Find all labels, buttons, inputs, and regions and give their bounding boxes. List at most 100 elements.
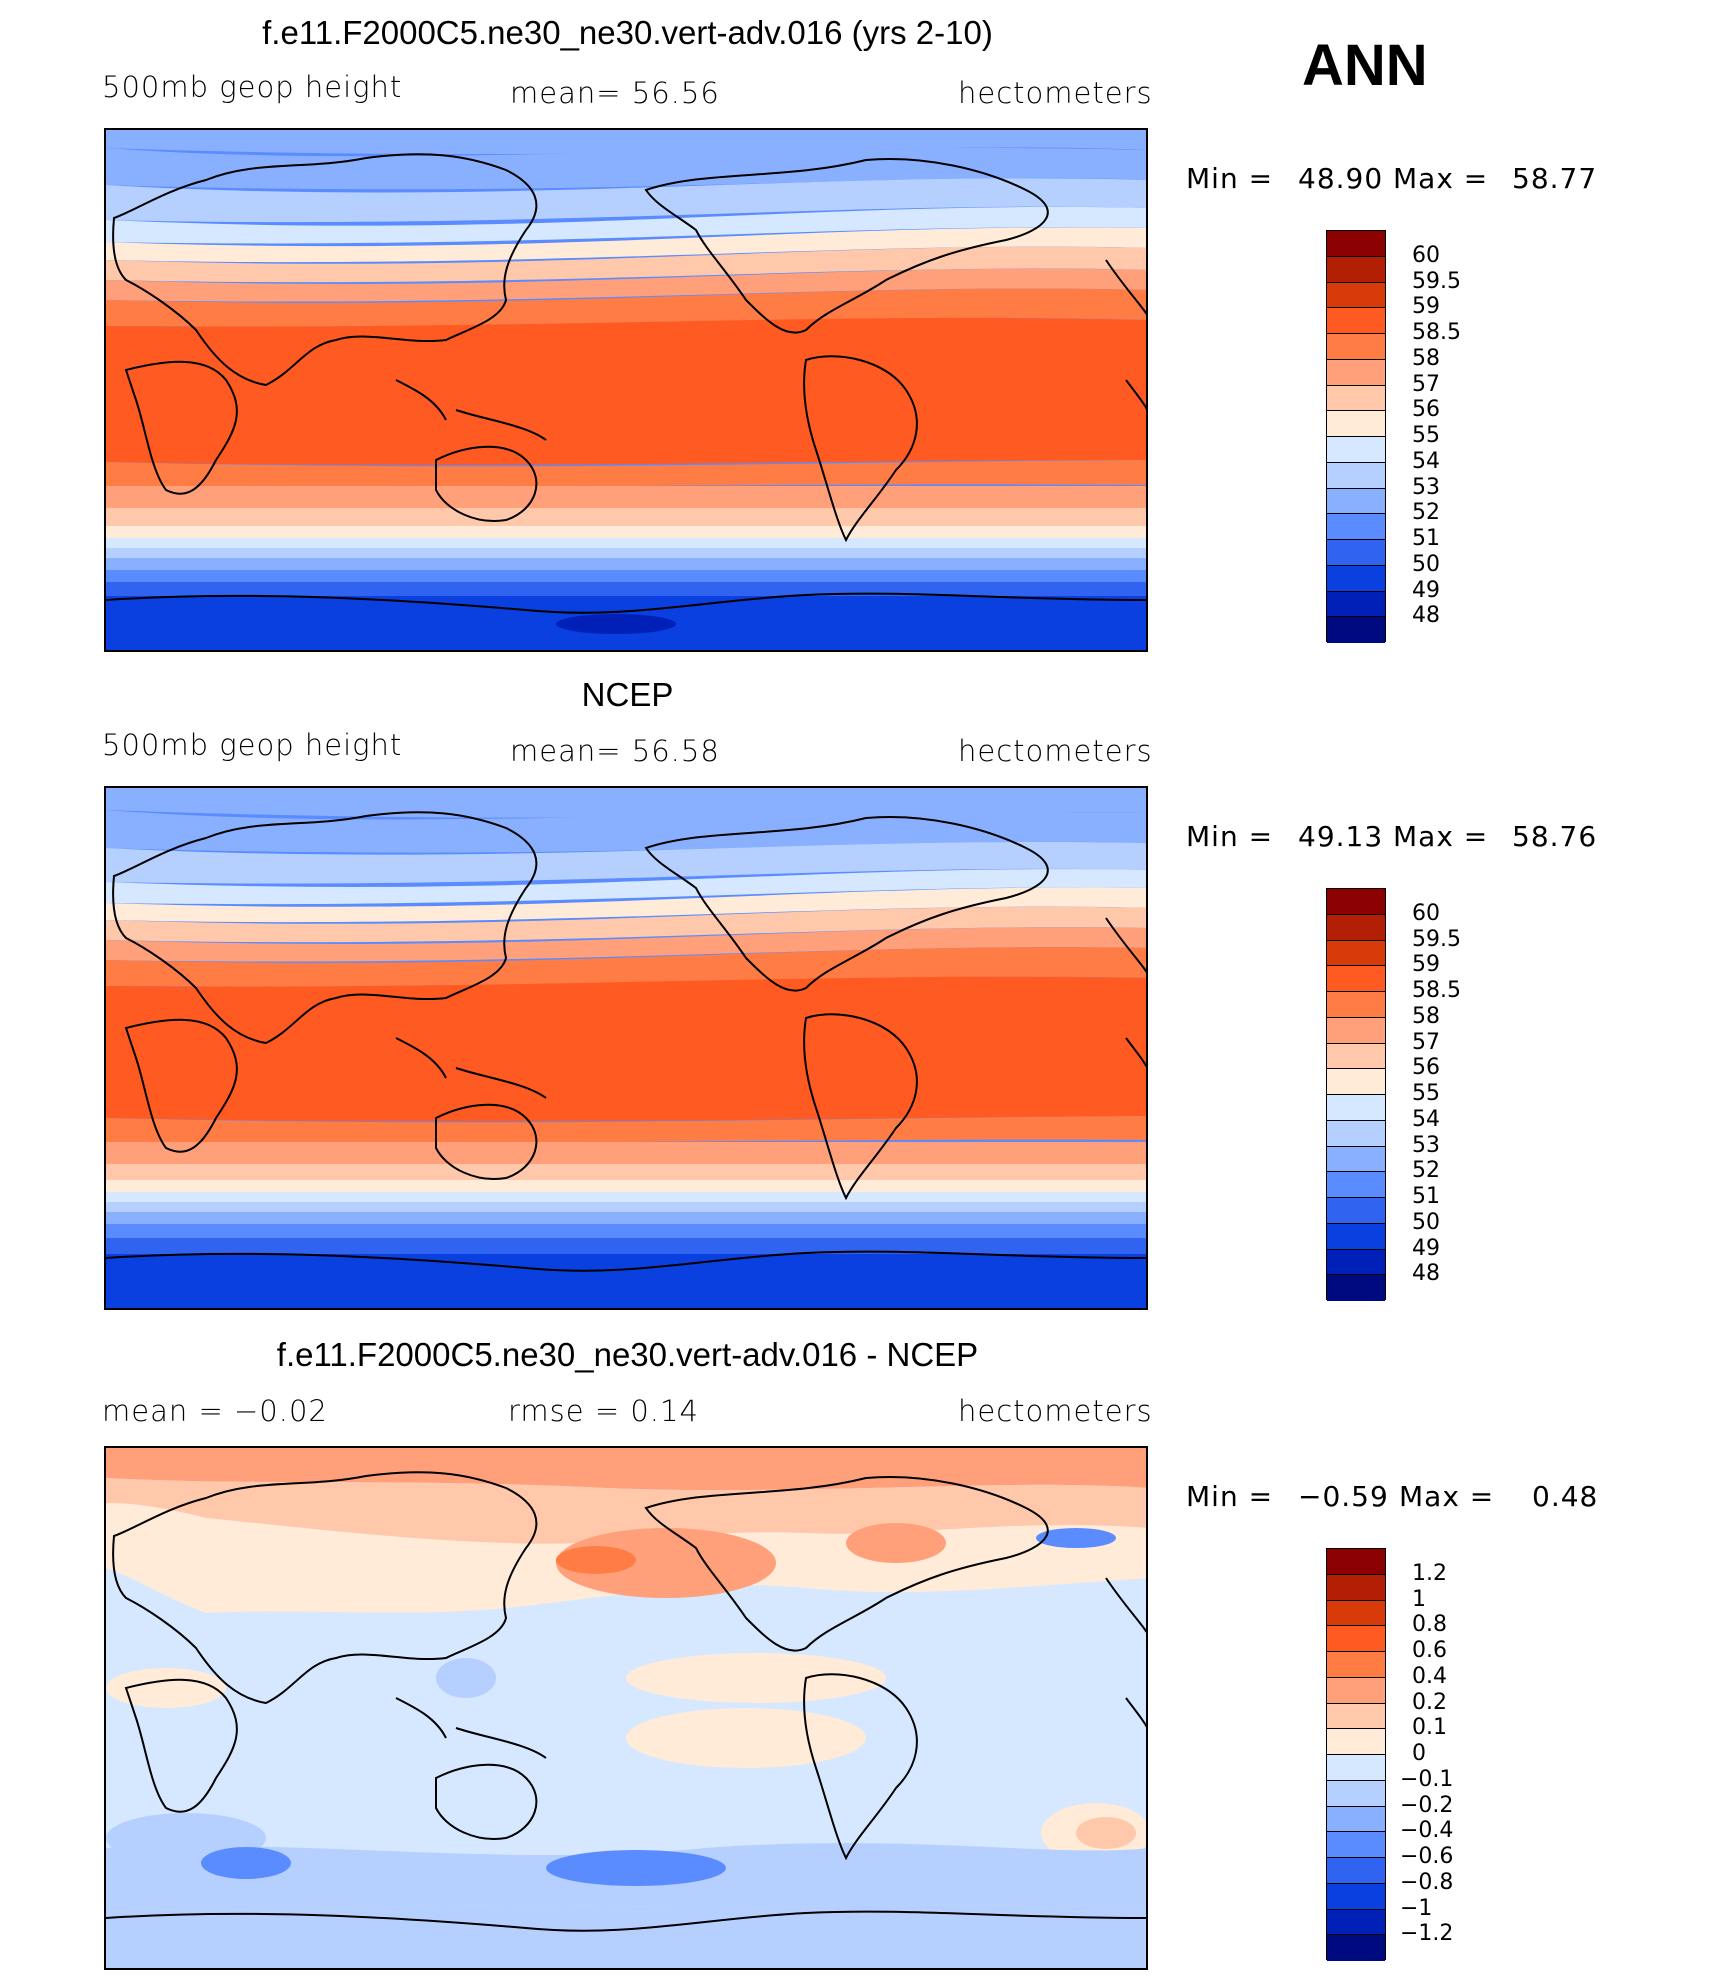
colorbar-swatch — [1327, 565, 1385, 592]
colorbar-swatch — [1327, 334, 1385, 360]
colorbar-label: 58.5 — [1412, 320, 1461, 345]
colorbar-swatch — [1327, 1780, 1385, 1807]
panel-1-title: f.e11.F2000C5.ne30_ne30.vert-adv.016 (yr… — [262, 14, 993, 51]
colorbar-swatch — [1327, 488, 1385, 515]
colorbar-label: 56 — [1412, 1055, 1440, 1081]
colorbar-label: −0.1 — [1400, 1766, 1454, 1792]
colorbar-swatch — [1327, 1146, 1385, 1173]
colorbar-label: 1.2 — [1412, 1560, 1447, 1586]
colorbar-label: 59 — [1412, 294, 1440, 320]
colorbar-label: 0.1 — [1412, 1715, 1447, 1741]
colorbar-label: 52 — [1412, 1158, 1440, 1184]
panel-1-map — [104, 128, 1148, 652]
panel-1-min-label: Min = — [1186, 162, 1274, 195]
colorbar-swatch — [1327, 889, 1385, 915]
colorbar-label: 0.4 — [1412, 1663, 1447, 1689]
colorbar-label: 54 — [1412, 448, 1440, 474]
colorbar-swatch — [1327, 1095, 1385, 1121]
colorbar-label: 59 — [1412, 952, 1440, 978]
colorbar-swatch — [1327, 462, 1385, 489]
colorbar-swatch — [1327, 1600, 1385, 1627]
colorbar-swatch — [1327, 1198, 1385, 1224]
colorbar-label: 50 — [1412, 551, 1440, 577]
panel-3-max-label: Max = — [1399, 1480, 1495, 1513]
panel-2-max-label: Max = — [1393, 820, 1489, 853]
colorbar-swatch — [1327, 1069, 1385, 1095]
panel-3-map — [104, 1446, 1148, 1970]
colorbar-swatch — [1327, 514, 1385, 540]
colorbar-swatch — [1327, 308, 1385, 334]
panel-2-colorbar — [1326, 888, 1386, 1301]
colorbar-label: 56 — [1412, 397, 1440, 423]
colorbar-label: 57 — [1412, 1029, 1440, 1055]
colorbar-label: −0.6 — [1400, 1844, 1454, 1869]
colorbar-swatch — [1327, 1858, 1385, 1884]
colorbar-label: 0 — [1412, 1741, 1426, 1766]
colorbar-swatch — [1327, 385, 1385, 412]
colorbar-swatch — [1327, 231, 1385, 257]
panel-3-units-label: hectometers — [958, 1394, 1153, 1428]
colorbar-label: 48 — [1412, 1261, 1440, 1287]
colorbar-swatch — [1327, 1935, 1385, 1961]
colorbar-swatch — [1327, 1043, 1385, 1070]
colorbar-swatch — [1327, 1883, 1385, 1910]
panel-2-min-label: Min = — [1186, 820, 1274, 853]
panel-2-title: NCEP — [581, 676, 674, 713]
season-label: ANN — [1302, 33, 1428, 98]
colorbar-swatch — [1327, 411, 1385, 437]
panel-1-left-label: 500mb geop height — [102, 70, 403, 104]
colorbar-swatch — [1327, 1832, 1385, 1858]
colorbar-swatch — [1327, 617, 1385, 643]
colorbar-swatch — [1327, 1275, 1385, 1301]
colorbar-label: 51 — [1412, 526, 1440, 551]
panel-1-units-label: hectometers — [958, 76, 1153, 110]
colorbar-swatch — [1327, 437, 1385, 463]
colorbar-label: 53 — [1412, 1132, 1440, 1158]
colorbar-swatch — [1327, 1017, 1385, 1044]
colorbar-label: 58.5 — [1412, 978, 1461, 1003]
colorbar-label: 59.5 — [1412, 926, 1461, 952]
colorbar-label: 60 — [1412, 242, 1440, 268]
colorbar-label: 51 — [1412, 1184, 1440, 1209]
colorbar-label: 58 — [1412, 345, 1440, 371]
colorbar-swatch — [1327, 282, 1385, 309]
colorbar-swatch — [1327, 1755, 1385, 1781]
panel-3-rmse-label: rmse = 0.14 — [508, 1394, 699, 1428]
colorbar-swatch — [1327, 1652, 1385, 1678]
colorbar-swatch — [1327, 966, 1385, 992]
colorbar-label: 48 — [1412, 603, 1440, 629]
colorbar-swatch — [1327, 1120, 1385, 1147]
colorbar-swatch — [1327, 1677, 1385, 1704]
colorbar-label: 55 — [1412, 1081, 1440, 1106]
colorbar-label: 49 — [1412, 577, 1440, 603]
panel-1-colorbar — [1326, 230, 1386, 643]
panel-1-max-value: 58.77 — [1512, 162, 1598, 195]
panel-2-contour-field — [106, 788, 1146, 1308]
panel-3-left-label: mean = −0.02 — [102, 1394, 328, 1428]
panel-2-units-label: hectometers — [958, 734, 1153, 768]
colorbar-label: 0.8 — [1412, 1612, 1447, 1638]
panel-3-colorbar — [1326, 1548, 1386, 1961]
colorbar-label: 0.6 — [1412, 1638, 1447, 1663]
colorbar-swatch — [1327, 1909, 1385, 1936]
colorbar-swatch — [1327, 1729, 1385, 1755]
colorbar-label: −1.2 — [1400, 1921, 1454, 1947]
panel-2-map — [104, 786, 1148, 1310]
colorbar-label: −0.8 — [1400, 1869, 1454, 1895]
colorbar-swatch — [1327, 1249, 1385, 1276]
colorbar-swatch — [1327, 359, 1385, 386]
colorbar-label: 53 — [1412, 474, 1440, 500]
panel-1-min-value: 48.90 — [1298, 162, 1384, 195]
colorbar-label: −0.4 — [1400, 1818, 1454, 1844]
colorbar-swatch — [1327, 540, 1385, 566]
panel-3-title: f.e11.F2000C5.ne30_ne30.vert-adv.016 - N… — [276, 1336, 979, 1373]
panel-3-min-value: −0.59 — [1298, 1480, 1389, 1513]
colorbar-label: 50 — [1412, 1209, 1440, 1235]
colorbar-label: 1 — [1412, 1586, 1426, 1612]
panel-3-contour-field — [106, 1448, 1146, 1968]
colorbar-label: −0.2 — [1400, 1792, 1454, 1818]
colorbar-label: 52 — [1412, 500, 1440, 526]
colorbar-swatch — [1327, 256, 1385, 283]
colorbar-label: 58 — [1412, 1003, 1440, 1029]
panel-2-mean-label: mean= 56.58 — [510, 734, 720, 768]
